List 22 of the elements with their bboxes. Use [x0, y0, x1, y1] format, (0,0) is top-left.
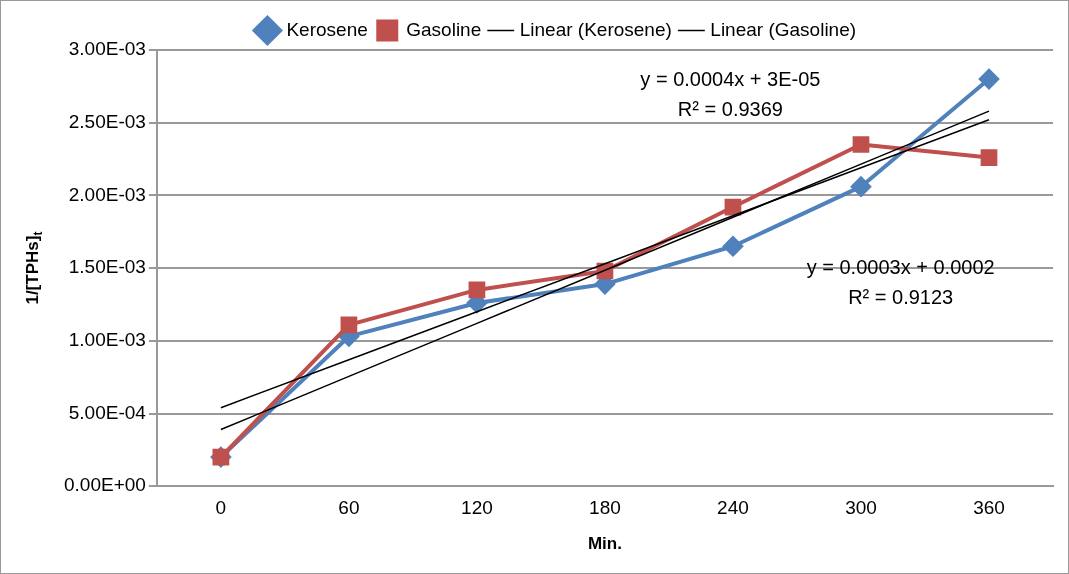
y-tick-label: 2.50E-03 — [68, 110, 146, 132]
annotation: y = 0.0004x + 3E-05 R² = 0.9369 — [640, 68, 821, 121]
legend-label: Linear (Gasoline) — [710, 18, 857, 40]
x-tick-label: 120 — [461, 496, 493, 518]
x-tick-label: 60 — [338, 496, 360, 518]
x-tick-label: 0 — [215, 496, 227, 518]
legend-label: Linear (Kerosene) — [519, 18, 672, 40]
x-tick-label: 180 — [589, 496, 621, 518]
x-tick-label: 360 — [973, 496, 1005, 518]
x-tick-label: 240 — [717, 496, 749, 518]
x-tick-label: 300 — [845, 496, 877, 518]
y-tick-label: 0.00E+00 — [63, 474, 146, 496]
x-axis-title: Min. — [587, 533, 622, 553]
y-tick-label: 3.00E-03 — [68, 38, 146, 60]
legend-label: Gasoline — [406, 18, 482, 40]
y-axis-title: 1/[TPHs]t — [22, 231, 46, 305]
annotation: y = 0.0003x + 0.0002 R² = 0.9123 — [806, 255, 995, 308]
y-tick-label: 2.00E-03 — [68, 183, 146, 205]
y-tick-label: 5.00E-04 — [68, 401, 147, 423]
y-tick-label: 1.00E-03 — [68, 329, 146, 351]
y-tick-label: 1.50E-03 — [68, 256, 146, 278]
legend-label: Kerosene — [286, 18, 368, 40]
